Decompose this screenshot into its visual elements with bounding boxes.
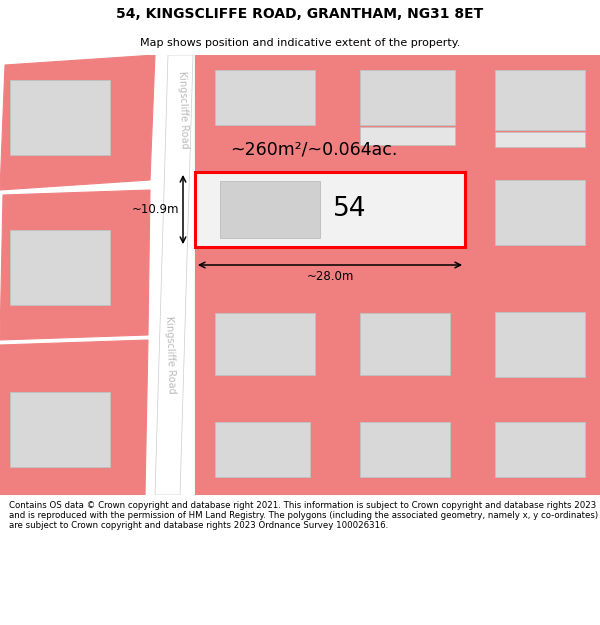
Polygon shape xyxy=(480,155,600,275)
Polygon shape xyxy=(480,55,600,155)
Polygon shape xyxy=(195,155,600,275)
Polygon shape xyxy=(195,400,600,495)
Text: 54, KINGSCLIFFE ROAD, GRANTHAM, NG31 8ET: 54, KINGSCLIFFE ROAD, GRANTHAM, NG31 8ET xyxy=(116,7,484,21)
Polygon shape xyxy=(480,275,600,400)
Polygon shape xyxy=(155,55,193,495)
Text: Kingscliffe Road: Kingscliffe Road xyxy=(176,71,190,149)
Polygon shape xyxy=(195,55,345,155)
Bar xyxy=(220,181,320,238)
Bar xyxy=(10,230,110,305)
Polygon shape xyxy=(195,55,600,155)
Bar xyxy=(495,70,585,130)
Bar xyxy=(215,422,310,477)
Text: Map shows position and indicative extent of the property.: Map shows position and indicative extent… xyxy=(140,38,460,48)
Bar xyxy=(10,392,110,467)
Text: ~28.0m: ~28.0m xyxy=(307,270,353,283)
Polygon shape xyxy=(345,155,480,275)
Polygon shape xyxy=(0,340,148,495)
Polygon shape xyxy=(195,275,600,400)
Bar xyxy=(360,422,450,477)
Bar xyxy=(360,313,450,375)
Bar xyxy=(215,70,315,125)
Bar xyxy=(195,172,465,247)
Text: ~10.9m: ~10.9m xyxy=(131,203,179,216)
Bar xyxy=(215,313,315,375)
Bar xyxy=(495,312,585,377)
Polygon shape xyxy=(0,190,150,340)
Polygon shape xyxy=(195,275,345,400)
Text: 54: 54 xyxy=(333,196,367,222)
Text: Kingscliffe Road: Kingscliffe Road xyxy=(164,316,176,394)
Bar xyxy=(495,180,585,245)
Bar xyxy=(360,127,455,145)
Polygon shape xyxy=(0,55,155,190)
Text: ~260m²/~0.064ac.: ~260m²/~0.064ac. xyxy=(230,140,397,158)
Polygon shape xyxy=(345,275,480,400)
Bar xyxy=(495,132,585,147)
Bar xyxy=(360,70,455,125)
Polygon shape xyxy=(345,55,480,155)
Text: Contains OS data © Crown copyright and database right 2021. This information is : Contains OS data © Crown copyright and d… xyxy=(9,501,598,531)
Bar xyxy=(495,422,585,477)
Bar xyxy=(360,183,450,243)
Bar xyxy=(195,172,465,247)
Bar xyxy=(10,80,110,155)
